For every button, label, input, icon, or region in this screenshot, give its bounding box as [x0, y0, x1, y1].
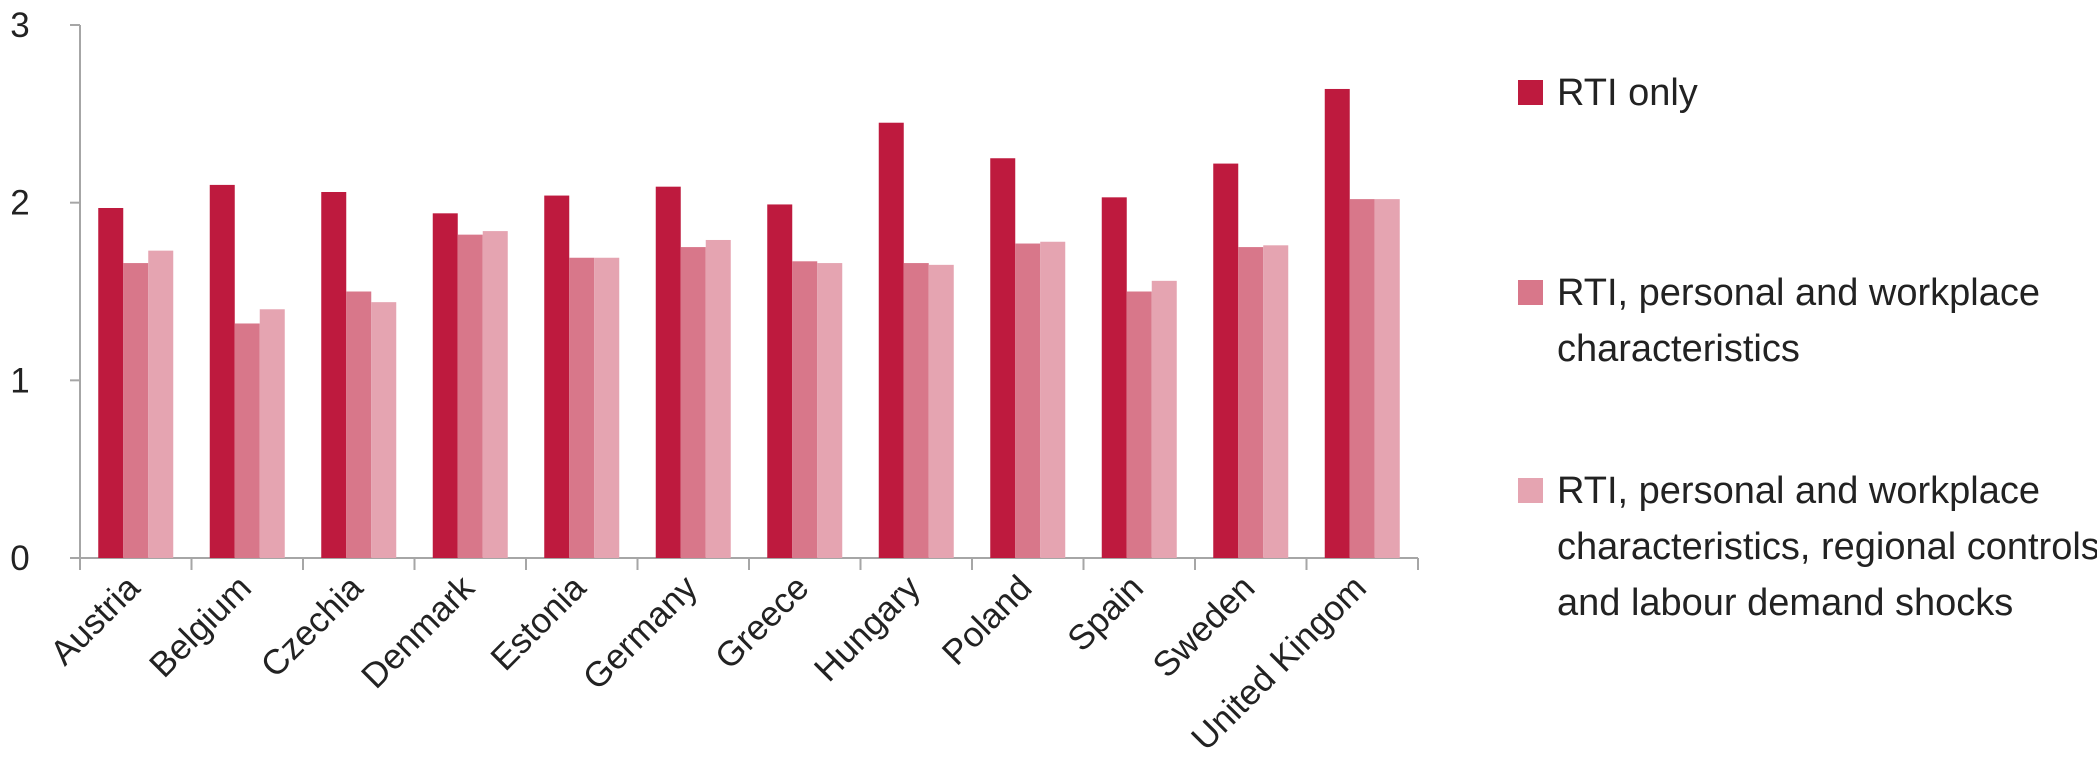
y-tick-label: 0 — [10, 539, 29, 578]
bar-belgium-series-3 — [259, 309, 285, 558]
legend-label: and labour demand shocks — [1557, 582, 2013, 624]
x-category-label: Poland — [935, 568, 1040, 673]
bar-greece-series-2 — [792, 261, 818, 558]
bar-hungary-series-2 — [903, 263, 929, 558]
bar-austria-series-1 — [98, 207, 124, 558]
bar-united-kingom-series-1 — [1324, 88, 1350, 559]
bar-austria-series-3 — [148, 250, 174, 559]
bar-hungary-series-1 — [878, 122, 904, 558]
bar-spain-series-3 — [1151, 280, 1177, 558]
bar-germany-series-3 — [705, 239, 731, 558]
y-tick-label: 3 — [10, 6, 29, 45]
legend-label: characteristics — [1557, 328, 1800, 370]
legend-item-3: RTI, personal and workplace characteristi… — [1518, 470, 2097, 624]
legend-item-2: RTI, personal and workplace characteristi… — [1518, 272, 2040, 370]
bar-sweden-series-2 — [1238, 247, 1264, 559]
bar-greece-series-1 — [767, 204, 793, 558]
x-category-label: Sweden — [1145, 568, 1262, 685]
legend-item-1: RTI only — [1518, 72, 1698, 114]
bar-estonia-series-1 — [544, 195, 570, 558]
bar-sweden-series-3 — [1263, 245, 1289, 558]
legend-swatch — [1518, 280, 1543, 305]
bar-germany-series-2 — [680, 247, 706, 559]
bar-poland-series-3 — [1040, 241, 1066, 558]
y-tick-label: 1 — [10, 361, 29, 400]
x-category-label: Spain — [1060, 568, 1151, 659]
x-category-label: Greece — [708, 568, 817, 677]
bar-hungary-series-3 — [928, 264, 954, 558]
x-category-label: Estonia — [483, 568, 594, 679]
x-category-label: Germany — [576, 568, 706, 698]
bar-belgium-series-1 — [209, 184, 235, 558]
x-category-label: Austria — [43, 568, 148, 673]
x-category-label: Hungary — [807, 568, 928, 689]
axes — [70, 24, 1419, 570]
x-category-label: Czechia — [253, 568, 370, 685]
legend-label: characteristics, regional controls — [1557, 526, 2097, 568]
bar-estonia-series-2 — [569, 257, 595, 558]
bars — [98, 88, 1400, 559]
bar-poland-series-1 — [990, 158, 1016, 558]
bar-united-kingom-series-3 — [1374, 199, 1400, 558]
bar-denmark-series-2 — [457, 234, 483, 558]
x-category-label: Belgium — [142, 568, 259, 685]
bar-austria-series-2 — [123, 263, 149, 558]
y-tick-label: 2 — [10, 184, 29, 223]
bar-belgium-series-2 — [234, 323, 260, 558]
bar-czechia-series-2 — [346, 291, 372, 558]
bar-poland-series-2 — [1015, 243, 1041, 558]
bar-greece-series-3 — [817, 263, 843, 558]
bar-denmark-series-1 — [432, 213, 458, 558]
legend-label: RTI, personal and workplace — [1557, 470, 2040, 512]
bar-denmark-series-3 — [482, 231, 508, 559]
bar-estonia-series-3 — [594, 257, 620, 558]
bar-czechia-series-1 — [321, 192, 347, 559]
bar-germany-series-1 — [655, 186, 681, 558]
legend-label: RTI only — [1557, 72, 1698, 114]
legend-swatch — [1518, 478, 1543, 503]
x-category-label: Denmark — [354, 568, 482, 696]
legend: RTI only RTI, personal and workplace chara… — [1518, 72, 2097, 624]
bar-sweden-series-1 — [1213, 163, 1239, 558]
bar-spain-series-2 — [1126, 291, 1152, 558]
bar-czechia-series-3 — [371, 302, 397, 558]
bar-united-kingom-series-2 — [1349, 199, 1375, 558]
bar-spain-series-1 — [1101, 197, 1127, 558]
legend-swatch — [1518, 80, 1543, 105]
legend-label: RTI, personal and workplace — [1557, 272, 2040, 314]
